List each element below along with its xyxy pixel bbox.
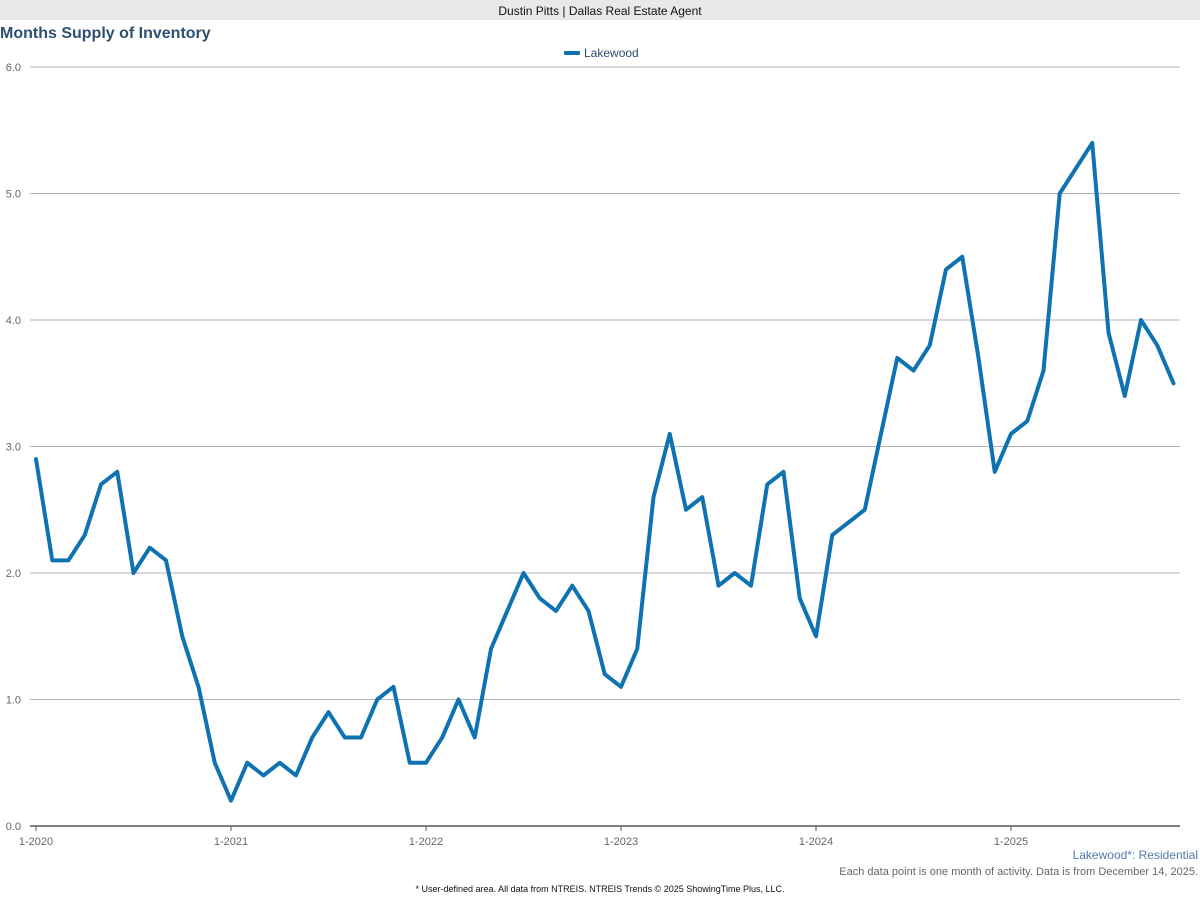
header-bar: Dustin Pitts | Dallas Real Estate Agent — [0, 0, 1200, 20]
x-tick-label: 1-2024 — [799, 836, 833, 848]
x-tick-label: 1-2021 — [214, 836, 248, 848]
x-tick-label: 1-2025 — [994, 836, 1028, 848]
y-tick-label: 5.0 — [6, 189, 21, 201]
y-tick-label: 4.0 — [6, 315, 21, 327]
x-axis: 1-2020 1-2021 1-2022 1-2023 1-2024 1-2025 — [19, 825, 1180, 848]
credit-line: * User-defined area. All data from NTREI… — [415, 884, 785, 894]
y-tick-label: 1.0 — [6, 695, 21, 707]
y-tick-label: 6.0 — [6, 62, 21, 74]
legend-swatch — [564, 51, 580, 55]
legend-label: Lakewood — [584, 46, 639, 60]
x-tick-label: 1-2020 — [19, 836, 53, 848]
series-line-lakewood — [34, 140, 1176, 803]
y-tick-label: 3.0 — [6, 442, 21, 454]
legend[interactable]: Lakewood — [564, 46, 639, 60]
series-layer — [34, 140, 1176, 803]
grid-lines — [30, 66, 1180, 700]
y-tick-label: 0.0 — [6, 821, 21, 833]
x-tick-label: 1-2023 — [604, 836, 638, 848]
chart-subtitle: Lakewood*: Residential — [1072, 848, 1198, 862]
x-tick-label: 1-2022 — [409, 836, 443, 848]
data-note: Each data point is one month of activity… — [839, 866, 1198, 878]
chart-title: Months Supply of Inventory — [0, 25, 211, 42]
y-axis: 0.0 1.0 2.0 3.0 4.0 5.0 6.0 — [6, 62, 21, 833]
y-tick-label: 2.0 — [6, 568, 21, 580]
header-title: Dustin Pitts | Dallas Real Estate Agent — [498, 4, 702, 18]
